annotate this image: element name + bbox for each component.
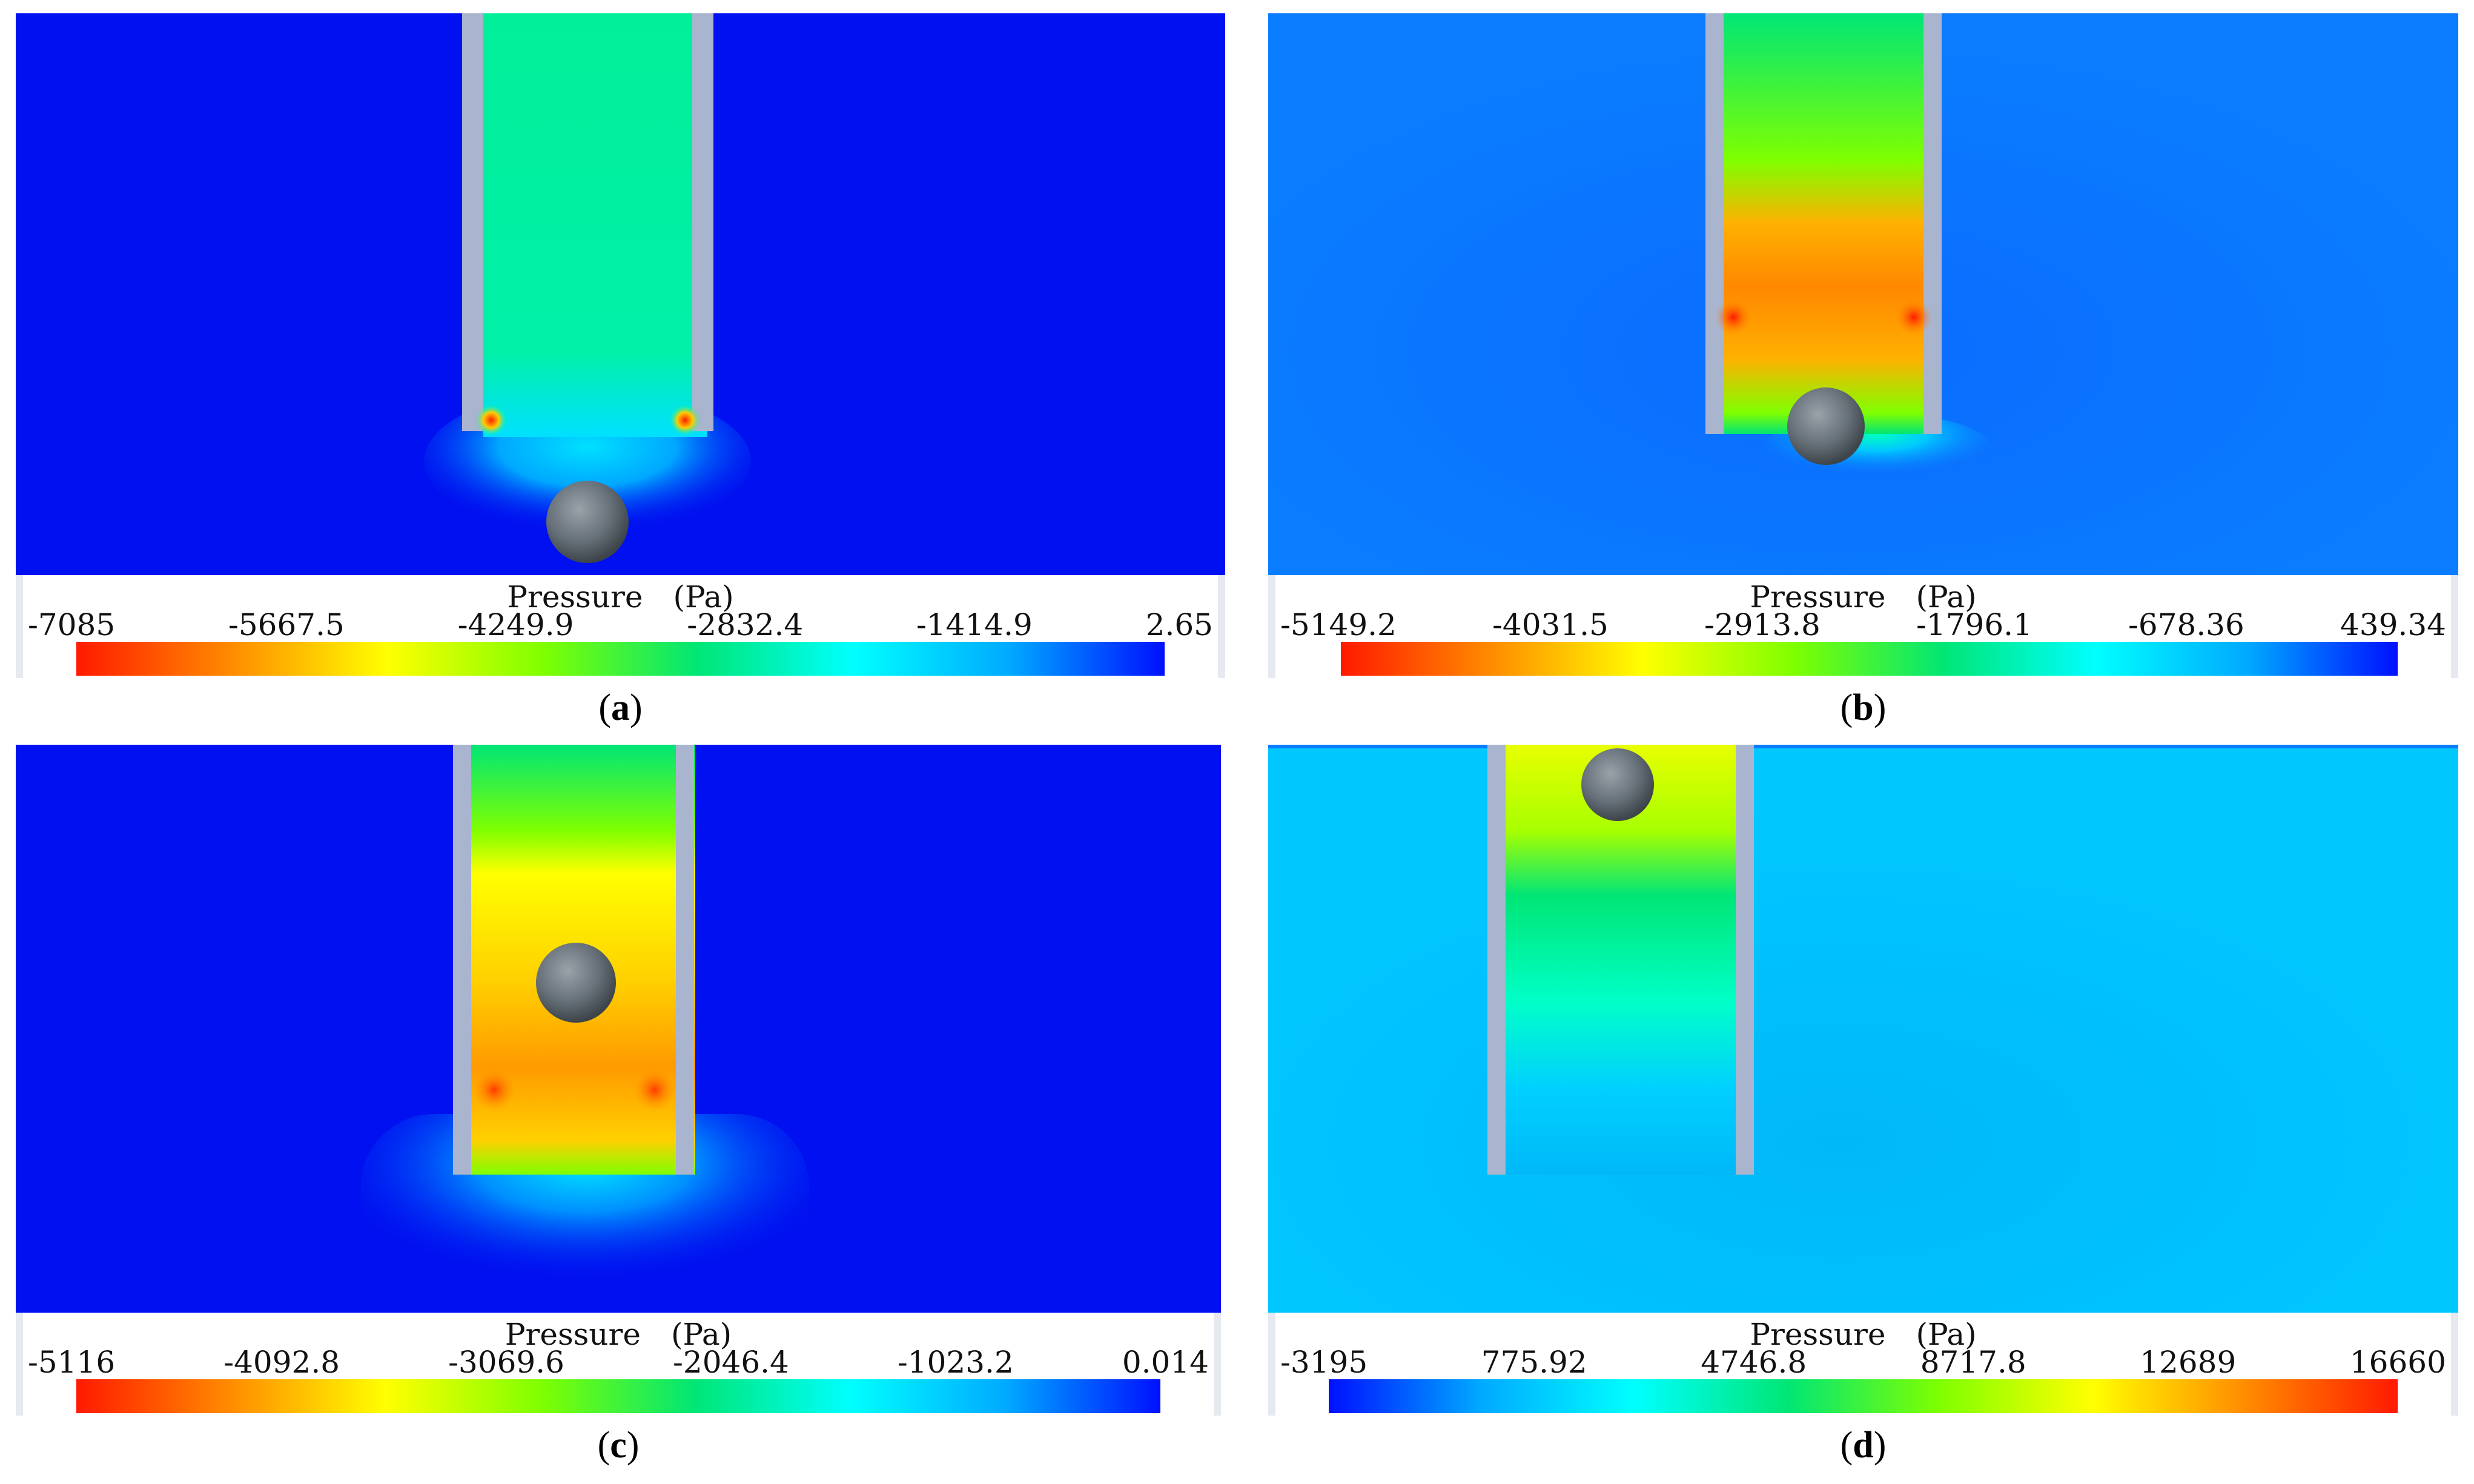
caption-letter: b — [1853, 687, 1874, 728]
legend-frame — [16, 575, 1225, 678]
tick-label: -3195 — [1280, 1345, 1368, 1380]
pressure-field-b — [1268, 13, 2458, 575]
tick-label: 16660 — [2349, 1345, 2446, 1380]
colorbar — [1329, 1379, 2398, 1413]
tick-label: 8717.8 — [1920, 1345, 2026, 1380]
colorbar-legend-d: Pressure (Pa) -3195 775.92 4746.8 8717.8… — [1268, 1313, 2458, 1422]
tick-label: -2832.4 — [687, 607, 804, 642]
legend-frame — [1268, 575, 2458, 678]
legend-frame — [1268, 1313, 2458, 1416]
tick-label: -1414.9 — [916, 607, 1033, 642]
colorbar-legend-a: Pressure (Pa) -7085 -5667.5 -4249.9 -283… — [16, 575, 1225, 684]
pressure-contour-b — [1268, 13, 2458, 575]
colorbar-ticks: -3195 775.92 4746.8 8717.8 12689 16660 — [1280, 1345, 2446, 1379]
tick-label: -2046.4 — [673, 1345, 789, 1380]
tick-label: -5116 — [28, 1345, 116, 1380]
legend-frame — [16, 1313, 1221, 1416]
panel-caption-b: (b) — [1840, 687, 1887, 728]
tick-label: -678.36 — [2128, 607, 2244, 642]
pressure-field-c — [16, 745, 1221, 1313]
legend-title: Pressure (Pa) — [504, 1317, 732, 1352]
tick-label: -7085 — [28, 607, 116, 642]
tick-label: 775.92 — [1481, 1345, 1587, 1380]
pressure-contour-a — [16, 13, 1225, 575]
caption-letter: d — [1853, 1425, 1874, 1466]
colorbar-ticks: -7085 -5667.5 -4249.9 -2832.4 -1414.9 2.… — [28, 608, 1213, 642]
caption-letter: c — [610, 1425, 627, 1466]
tick-label: -5667.5 — [228, 607, 345, 642]
panel-caption-c: (c) — [597, 1425, 640, 1466]
tick-label: 12689 — [2140, 1345, 2237, 1380]
panel-caption-a: (a) — [598, 687, 643, 728]
tick-label: -3069.6 — [448, 1345, 564, 1380]
colorbar-legend-b: Pressure (Pa) -5149.2 -4031.5 -2913.8 -1… — [1268, 575, 2458, 684]
legend-title: Pressure (Pa) — [1750, 1317, 1977, 1352]
tick-label: -1023.2 — [897, 1345, 1014, 1380]
colorbar — [76, 1379, 1160, 1413]
caption-letter: a — [611, 687, 630, 728]
tick-label: -1796.1 — [1916, 607, 2032, 642]
tick-label: -4031.5 — [1492, 607, 1609, 642]
panel-caption-d: (d) — [1840, 1425, 1887, 1466]
tick-label: -2913.8 — [1704, 607, 1821, 642]
tick-label: 4746.8 — [1701, 1345, 1807, 1380]
tick-label: 439.34 — [2340, 607, 2446, 642]
tick-label: 0.014 — [1122, 1345, 1209, 1380]
legend-title: Pressure (Pa) — [1750, 579, 1977, 615]
tick-label: -4092.8 — [223, 1345, 340, 1380]
pressure-field-a — [16, 13, 1225, 575]
colorbar-ticks: -5149.2 -4031.5 -2913.8 -1796.1 -678.36 … — [1280, 608, 2446, 642]
colorbar — [76, 642, 1165, 676]
tick-label: 2.65 — [1145, 607, 1213, 642]
pressure-contour-c — [16, 745, 1221, 1313]
tick-label: -4249.9 — [457, 607, 574, 642]
pressure-contour-d — [1268, 745, 2458, 1313]
tick-label: -5149.2 — [1280, 607, 1397, 642]
legend-title: Pressure (Pa) — [507, 579, 734, 615]
pressure-field-d — [1268, 745, 2458, 1313]
colorbar-ticks: -5116 -4092.8 -3069.6 -2046.4 -1023.2 0.… — [28, 1345, 1209, 1379]
colorbar — [1341, 642, 2398, 676]
colorbar-legend-c: Pressure (Pa) -5116 -4092.8 -3069.6 -204… — [16, 1313, 1221, 1422]
